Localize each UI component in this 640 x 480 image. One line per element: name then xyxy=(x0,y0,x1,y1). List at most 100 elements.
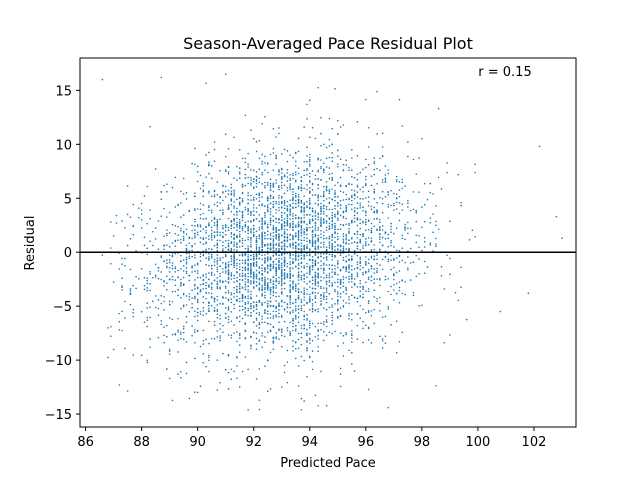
data-point xyxy=(300,245,303,247)
data-point xyxy=(365,261,367,263)
data-point xyxy=(233,274,235,277)
data-point xyxy=(297,365,300,367)
data-point xyxy=(365,218,367,221)
data-point xyxy=(303,216,305,219)
data-point xyxy=(311,322,314,325)
data-point xyxy=(328,241,331,243)
data-point xyxy=(294,241,297,244)
data-point xyxy=(247,302,249,305)
data-point xyxy=(311,303,314,305)
data-point xyxy=(266,244,269,247)
data-point xyxy=(258,301,261,303)
data-point xyxy=(247,255,249,258)
data-point xyxy=(241,199,244,202)
data-point xyxy=(236,270,238,273)
data-point xyxy=(286,361,289,363)
data-point xyxy=(303,254,305,256)
data-point xyxy=(297,274,300,277)
data-point xyxy=(398,270,401,272)
data-point xyxy=(163,280,165,282)
data-point xyxy=(297,167,300,169)
data-point xyxy=(387,245,390,248)
data-point xyxy=(297,195,300,198)
data-point xyxy=(224,169,227,171)
data-point xyxy=(306,240,308,243)
data-point xyxy=(250,184,252,186)
data-point xyxy=(272,249,275,252)
data-point xyxy=(236,214,238,216)
data-point xyxy=(297,205,300,207)
data-point xyxy=(398,212,401,215)
data-point xyxy=(174,232,177,235)
data-point xyxy=(168,271,171,273)
data-point xyxy=(289,263,291,266)
data-point xyxy=(384,275,387,278)
data-point xyxy=(303,314,305,317)
data-point xyxy=(300,184,303,186)
data-point xyxy=(208,286,210,288)
data-point xyxy=(407,256,409,258)
data-point xyxy=(236,288,238,291)
data-point xyxy=(269,258,272,261)
data-point xyxy=(449,334,451,336)
data-point xyxy=(348,266,350,269)
data-point xyxy=(334,196,336,198)
correlation-annotation: r = 0.15 xyxy=(478,65,531,80)
data-point xyxy=(334,281,336,284)
data-point xyxy=(317,197,319,199)
data-point xyxy=(261,240,263,243)
data-point xyxy=(306,262,308,265)
data-point xyxy=(280,274,283,277)
data-point xyxy=(266,289,269,291)
data-point xyxy=(236,198,238,201)
data-point xyxy=(415,220,418,223)
data-point xyxy=(384,165,387,167)
data-point xyxy=(367,146,370,148)
data-point xyxy=(308,187,311,189)
data-point xyxy=(395,320,398,322)
data-point xyxy=(213,222,216,224)
data-point xyxy=(337,315,339,318)
data-point xyxy=(244,295,247,298)
data-point xyxy=(323,220,325,223)
data-point xyxy=(381,347,384,349)
data-point xyxy=(289,211,291,213)
data-point xyxy=(258,314,261,316)
data-point xyxy=(407,206,409,208)
data-point xyxy=(337,201,339,204)
data-point xyxy=(283,184,286,187)
data-point xyxy=(303,239,305,242)
data-point xyxy=(331,233,334,236)
data-point xyxy=(272,246,275,248)
data-point xyxy=(370,314,373,317)
data-point xyxy=(160,76,163,79)
data-point xyxy=(255,255,258,258)
data-point xyxy=(283,148,286,151)
data-point xyxy=(272,286,275,289)
data-point xyxy=(297,221,300,224)
data-point xyxy=(308,324,311,327)
data-point xyxy=(289,252,291,255)
data-point xyxy=(308,165,311,167)
data-point xyxy=(342,233,345,235)
data-point xyxy=(331,234,334,237)
data-point xyxy=(292,247,294,249)
data-point xyxy=(278,328,280,330)
data-point xyxy=(292,302,294,304)
data-point xyxy=(292,288,294,290)
data-point xyxy=(219,337,221,339)
data-point xyxy=(247,280,249,282)
data-point xyxy=(306,206,308,209)
data-point xyxy=(280,291,283,293)
data-point xyxy=(311,259,314,262)
data-point xyxy=(244,286,247,288)
data-point xyxy=(208,222,210,224)
data-point xyxy=(337,298,339,301)
data-point xyxy=(185,252,188,255)
data-point xyxy=(379,296,381,299)
data-point xyxy=(300,324,303,327)
data-point xyxy=(300,202,303,204)
data-point xyxy=(320,116,322,119)
data-point xyxy=(303,293,305,296)
data-point xyxy=(269,289,272,292)
